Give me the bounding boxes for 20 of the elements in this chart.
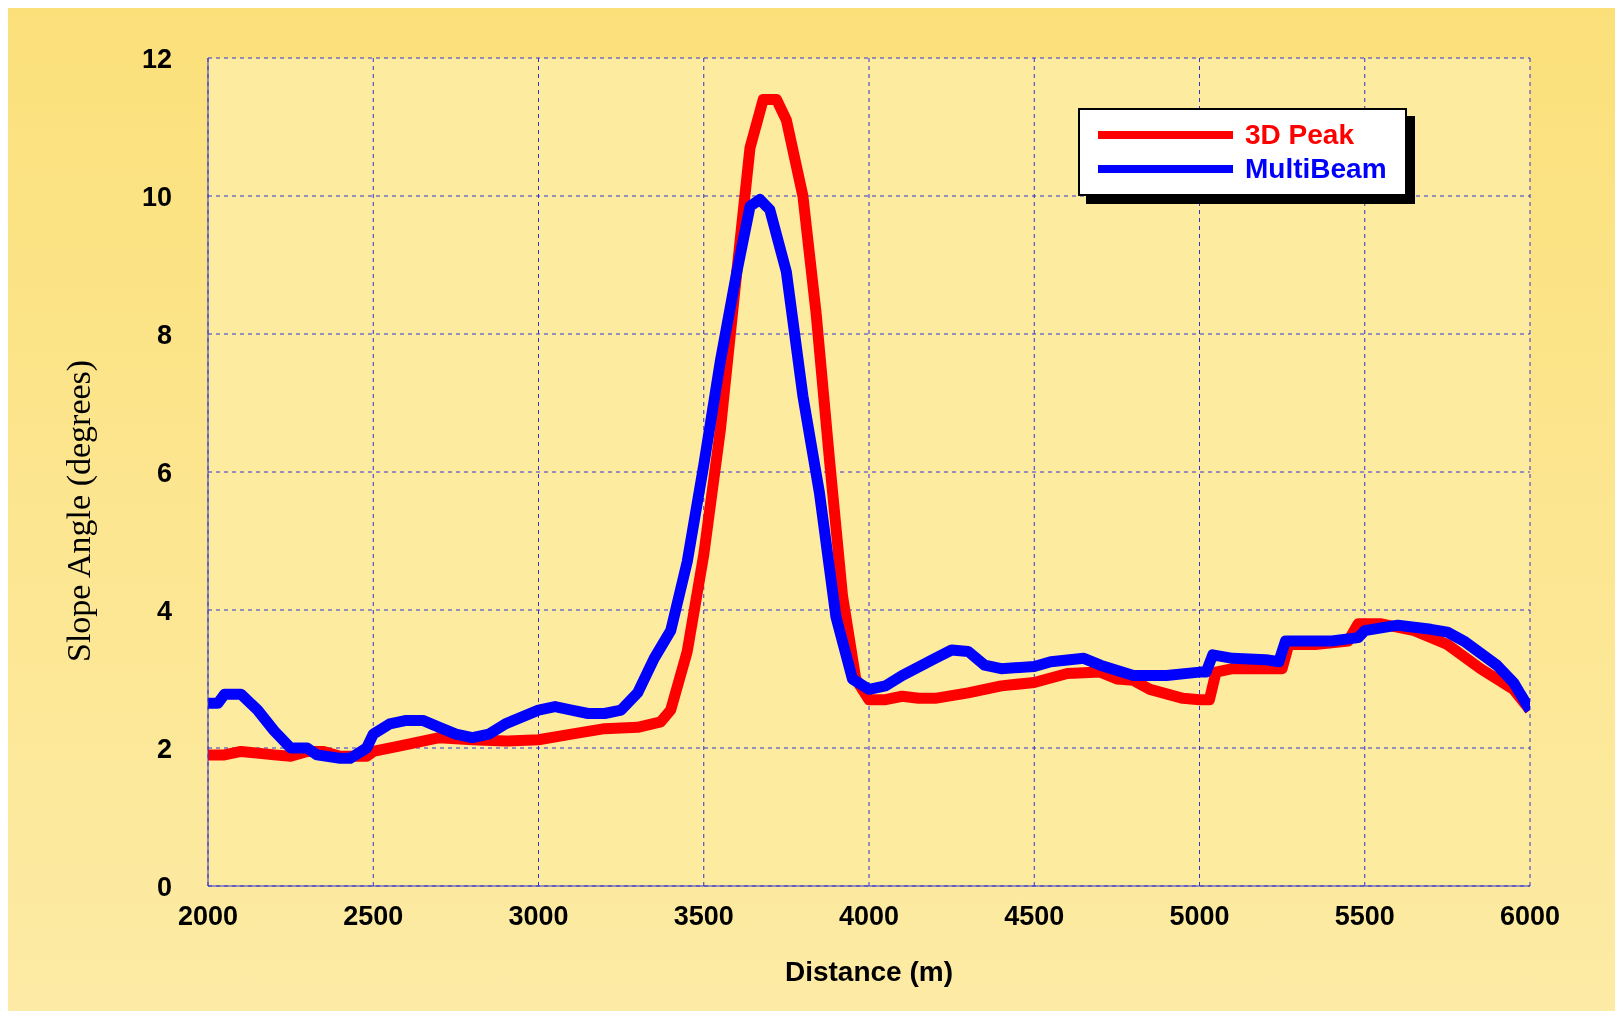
x-tick-label: 2000 xyxy=(177,901,239,932)
x-tick-label: 3000 xyxy=(508,901,569,932)
legend-label: MultiBeam xyxy=(1245,152,1387,186)
x-tick-label: 4000 xyxy=(838,901,900,932)
x-tick-label: 3500 xyxy=(673,901,734,932)
y-tick-label: 10 xyxy=(141,181,172,212)
y-axis-title: Slope Angle (degrees) xyxy=(60,359,99,662)
x-tick-label: 6000 xyxy=(1499,901,1561,932)
x-tick-label: 5000 xyxy=(1169,901,1230,932)
y-tick-label: 0 xyxy=(156,871,172,902)
x-tick-label: 4500 xyxy=(1004,901,1065,932)
legend-label: 3D Peak xyxy=(1245,118,1354,152)
x-axis-title: Distance (m) xyxy=(784,956,954,987)
y-tick-label: 2 xyxy=(156,733,172,764)
x-tick-label: 2500 xyxy=(343,901,404,932)
y-tick-label: 6 xyxy=(156,457,172,488)
y-tick-label: 8 xyxy=(156,319,172,350)
y-tick-label: 12 xyxy=(141,43,172,74)
x-tick-label: 5500 xyxy=(1334,901,1395,932)
y-tick-label: 4 xyxy=(156,595,172,626)
